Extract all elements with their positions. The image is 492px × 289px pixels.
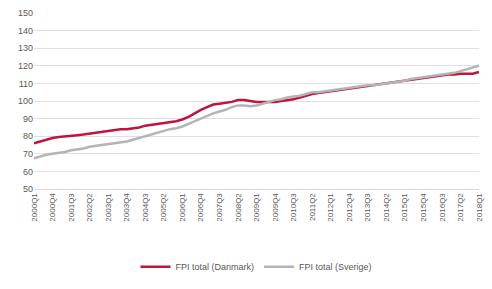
svg-text:2016Q3: 2016Q3 (438, 193, 447, 222)
svg-text:2004Q3: 2004Q3 (141, 193, 150, 222)
svg-text:2008Q2: 2008Q2 (234, 193, 243, 222)
svg-text:60: 60 (23, 167, 33, 177)
svg-text:2011Q2: 2011Q2 (308, 193, 317, 221)
svg-text:50: 50 (23, 184, 33, 194)
svg-text:FPI total (Danmark): FPI total (Danmark) (176, 262, 255, 272)
svg-text:2012Q4: 2012Q4 (345, 193, 354, 222)
svg-text:110: 110 (19, 79, 33, 89)
svg-text:2003Q4: 2003Q4 (122, 193, 131, 222)
svg-text:140: 140 (18, 26, 33, 36)
svg-text:90: 90 (23, 114, 33, 124)
svg-text:2002Q2: 2002Q2 (85, 193, 94, 222)
svg-text:2010Q3: 2010Q3 (289, 193, 298, 222)
svg-text:2009Q1: 2009Q1 (252, 193, 261, 222)
svg-text:2009Q4: 2009Q4 (271, 193, 280, 222)
svg-text:2006Q1: 2006Q1 (178, 193, 187, 222)
svg-text:2013Q3: 2013Q3 (363, 193, 372, 222)
svg-text:FPI total (Sverige): FPI total (Sverige) (299, 262, 372, 272)
svg-text:80: 80 (23, 131, 33, 141)
svg-text:2012Q1: 2012Q1 (326, 193, 335, 222)
svg-text:2000Q4: 2000Q4 (48, 193, 57, 222)
svg-text:120: 120 (18, 61, 33, 71)
svg-text:2006Q4: 2006Q4 (196, 193, 205, 222)
svg-text:2018Q1: 2018Q1 (475, 193, 484, 222)
svg-text:70: 70 (23, 149, 33, 159)
svg-text:2001Q3: 2001Q3 (67, 193, 76, 222)
svg-text:2000Q1: 2000Q1 (30, 193, 39, 222)
svg-text:2015Q1: 2015Q1 (400, 193, 409, 222)
svg-text:150: 150 (18, 8, 33, 18)
svg-text:2005Q2: 2005Q2 (159, 193, 168, 222)
svg-text:2017Q2: 2017Q2 (456, 193, 465, 222)
svg-text:2003Q1: 2003Q1 (104, 193, 113, 222)
svg-text:100: 100 (18, 96, 33, 106)
svg-text:2014Q2: 2014Q2 (382, 193, 391, 222)
svg-text:130: 130 (18, 43, 33, 53)
svg-text:2015Q4: 2015Q4 (419, 193, 428, 222)
svg-text:2007Q3: 2007Q3 (215, 193, 224, 222)
